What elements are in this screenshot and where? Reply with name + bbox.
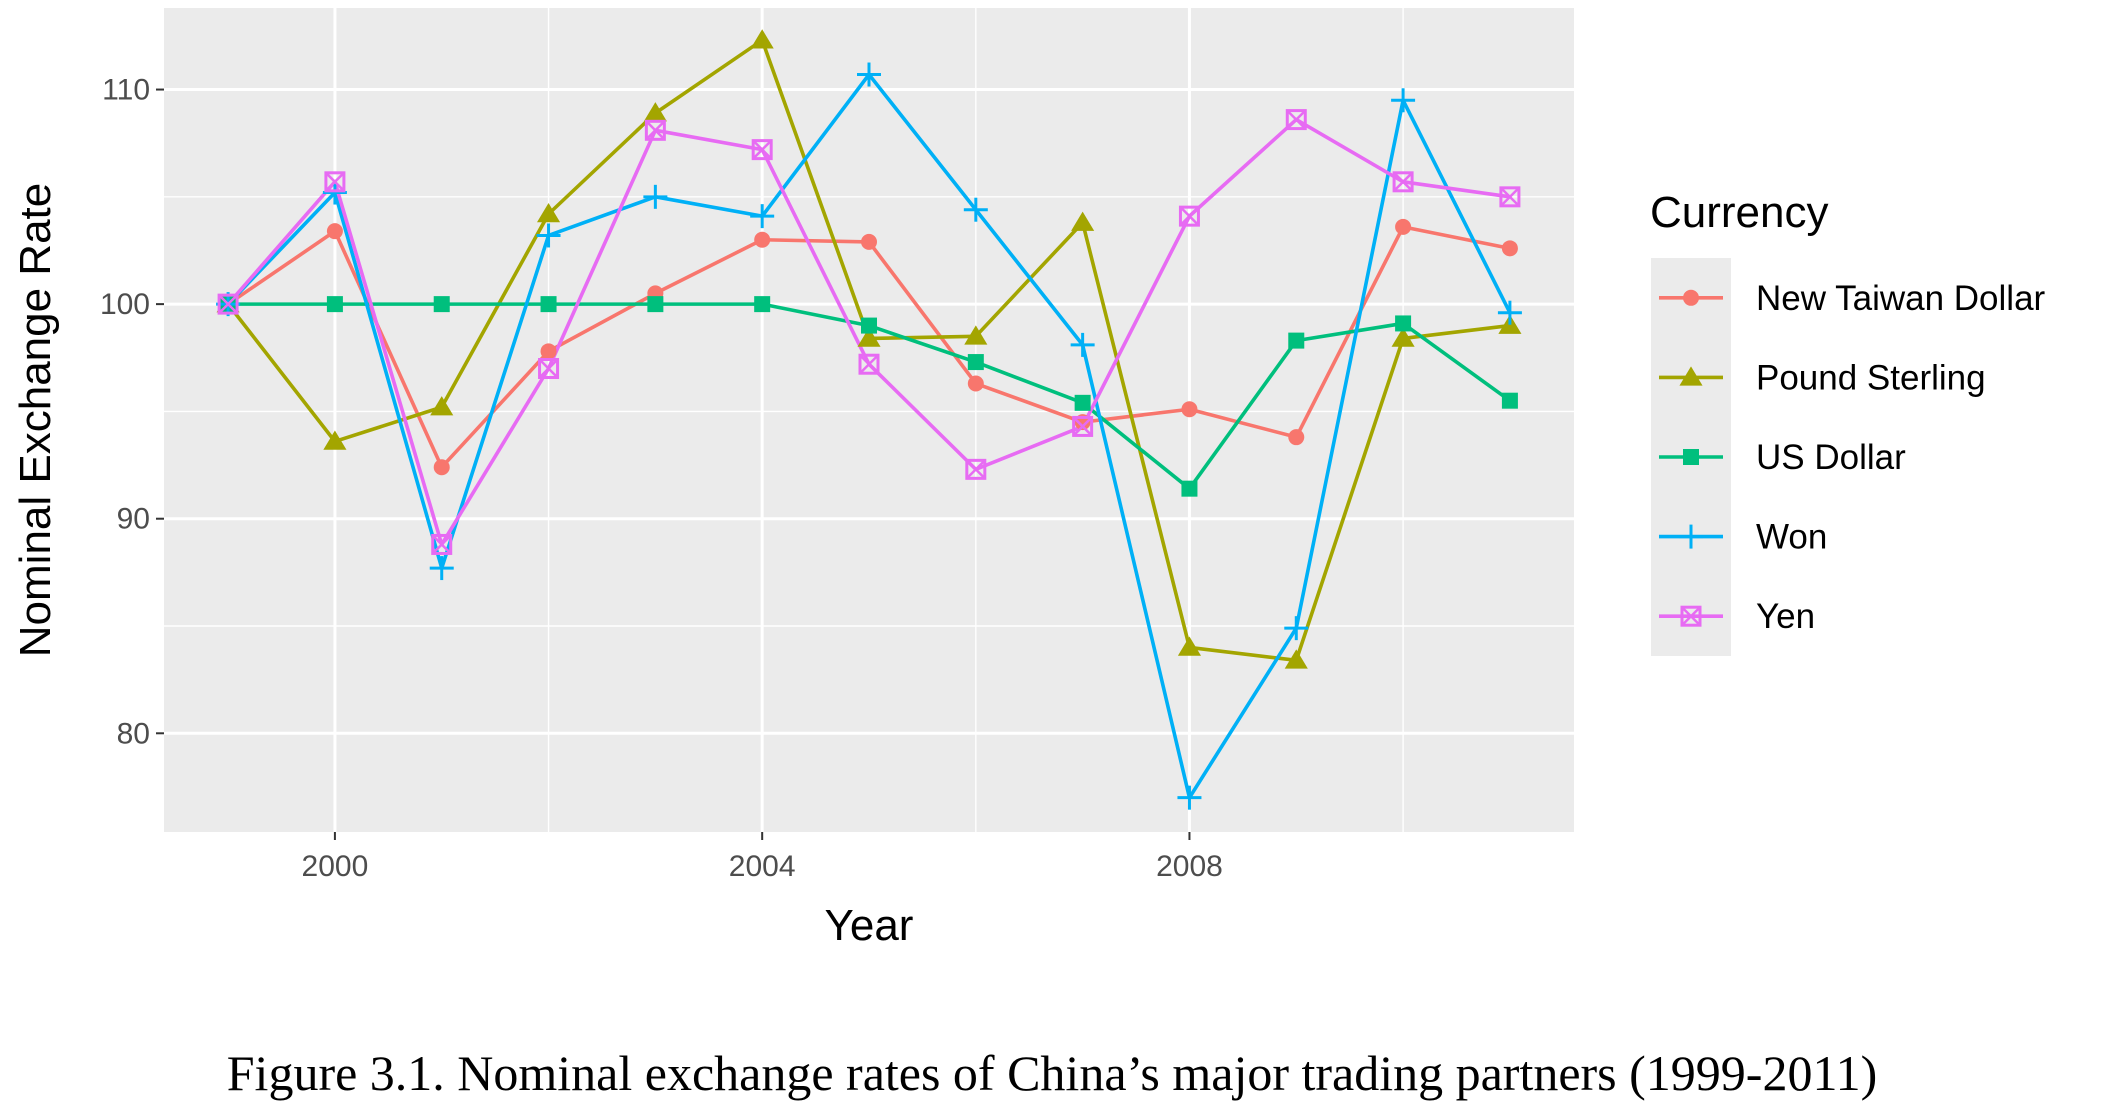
data-point-yen bbox=[217, 293, 239, 315]
data-point-pound-sterling bbox=[1071, 211, 1095, 231]
data-point-us-dollar bbox=[647, 296, 664, 313]
data-point-new-taiwan-dollar bbox=[326, 223, 343, 240]
x-axis-title: Year bbox=[825, 901, 914, 950]
data-point-new-taiwan-dollar bbox=[1181, 401, 1198, 418]
data-point-us-dollar bbox=[1288, 332, 1305, 349]
legend-items: New Taiwan Dollar Pound Sterling US Dollar… bbox=[1659, 279, 2046, 636]
data-point-yen bbox=[1072, 415, 1094, 437]
figure-caption: Figure 3.1. Nominal exchange rates of Ch… bbox=[227, 1045, 1878, 1101]
legend-key-marker bbox=[1680, 605, 1702, 627]
data-point-us-dollar bbox=[1395, 315, 1412, 332]
data-point-pound-sterling bbox=[323, 430, 347, 450]
data-point-new-taiwan-dollar bbox=[540, 343, 557, 360]
data-point-won bbox=[963, 197, 988, 222]
data-point-us-dollar bbox=[433, 296, 450, 313]
legend-item-yen: Yen bbox=[1659, 597, 1815, 636]
data-point-pound-sterling bbox=[536, 203, 561, 223]
data-point-yen bbox=[751, 139, 773, 161]
data-point-yen bbox=[1392, 171, 1414, 193]
data-point-yen bbox=[324, 171, 346, 193]
data-point-new-taiwan-dollar bbox=[1501, 240, 1518, 257]
data-point-new-taiwan-dollar bbox=[861, 233, 877, 250]
data-point-pound-sterling bbox=[1177, 636, 1202, 656]
x-axis: 2000 2004 2008 bbox=[302, 832, 1223, 883]
data-point-yen bbox=[538, 358, 560, 379]
legend-item-pound-sterling: Pound Sterling bbox=[1659, 358, 1986, 397]
data-point-us-dollar bbox=[754, 296, 771, 313]
data-point-us-dollar bbox=[1181, 480, 1198, 497]
data-point-yen bbox=[858, 353, 880, 375]
legend-key-marker bbox=[1683, 449, 1699, 465]
data-point-won bbox=[857, 62, 881, 87]
data-point-pound-sterling bbox=[1391, 327, 1415, 347]
data-point-us-dollar bbox=[967, 354, 984, 371]
data-point-yen bbox=[965, 458, 987, 480]
data-point-us-dollar bbox=[540, 296, 557, 313]
legend-label: US Dollar bbox=[1756, 438, 1906, 477]
data-point-pound-sterling bbox=[1284, 649, 1308, 669]
data-point-won bbox=[1070, 332, 1095, 357]
legend-label: Pound Sterling bbox=[1756, 358, 1986, 397]
y-tick-label: 110 bbox=[102, 74, 150, 107]
data-point-new-taiwan-dollar bbox=[967, 375, 984, 392]
data-point-won bbox=[536, 223, 561, 248]
data-point-new-taiwan-dollar bbox=[1395, 218, 1412, 235]
data-point-us-dollar bbox=[1074, 394, 1091, 411]
x-tick-label: 2000 bbox=[302, 850, 369, 883]
data-point-pound-sterling bbox=[750, 29, 774, 49]
data-point-new-taiwan-dollar bbox=[754, 231, 771, 248]
data-point-won bbox=[1391, 88, 1416, 113]
data-point-won bbox=[1497, 300, 1522, 325]
data-point-won bbox=[429, 556, 454, 581]
legend-label: New Taiwan Dollar bbox=[1756, 279, 2046, 318]
y-axis: 80 90 100 110 bbox=[100, 74, 164, 750]
legend-item-us-dollar: US Dollar bbox=[1659, 438, 1906, 477]
data-point-pound-sterling bbox=[643, 102, 667, 122]
data-point-won bbox=[1284, 616, 1309, 641]
data-point-yen bbox=[644, 119, 666, 141]
data-point-pound-sterling bbox=[964, 325, 988, 345]
y-tick-label: 80 bbox=[117, 717, 150, 750]
data-point-won bbox=[322, 180, 347, 205]
data-point-won bbox=[750, 204, 775, 229]
series-markers bbox=[216, 29, 1522, 810]
legend-label: Won bbox=[1756, 518, 1827, 557]
legend-title: Currency bbox=[1650, 188, 1829, 237]
y-axis-title: Nominal Exchange Rate bbox=[11, 183, 60, 657]
x-tick-label: 2004 bbox=[729, 850, 796, 883]
data-point-yen bbox=[1178, 205, 1200, 227]
y-tick-label: 90 bbox=[117, 503, 150, 536]
data-point-yen bbox=[431, 533, 453, 555]
legend-item-won: Won bbox=[1659, 518, 1827, 557]
data-point-new-taiwan-dollar bbox=[1288, 429, 1305, 446]
legend-label: Yen bbox=[1756, 597, 1815, 636]
data-point-yen bbox=[1285, 109, 1307, 131]
data-point-us-dollar bbox=[326, 296, 343, 313]
y-tick-label: 100 bbox=[100, 288, 150, 321]
plot-panel bbox=[164, 8, 1574, 832]
data-point-yen bbox=[1499, 186, 1521, 208]
data-point-won bbox=[643, 184, 668, 209]
legend-key-marker bbox=[1683, 289, 1699, 306]
legend-key-marker bbox=[1679, 524, 1703, 549]
legend-key-marker bbox=[1679, 366, 1703, 386]
data-point-won bbox=[1177, 785, 1202, 810]
legend-item-new-taiwan-dollar: New Taiwan Dollar bbox=[1659, 279, 2046, 318]
x-tick-label: 2008 bbox=[1156, 850, 1223, 883]
data-point-pound-sterling bbox=[857, 327, 881, 347]
data-point-us-dollar bbox=[861, 317, 877, 334]
data-point-new-taiwan-dollar bbox=[433, 459, 450, 476]
data-point-pound-sterling bbox=[430, 396, 454, 416]
legend: Currency New Taiwan Dollar Pound Sterling… bbox=[1650, 188, 2046, 656]
data-point-us-dollar bbox=[1501, 392, 1518, 409]
